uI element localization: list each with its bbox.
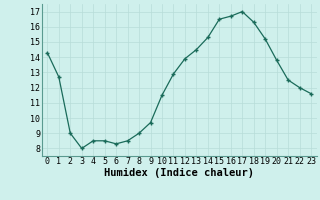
X-axis label: Humidex (Indice chaleur): Humidex (Indice chaleur) bbox=[104, 168, 254, 178]
